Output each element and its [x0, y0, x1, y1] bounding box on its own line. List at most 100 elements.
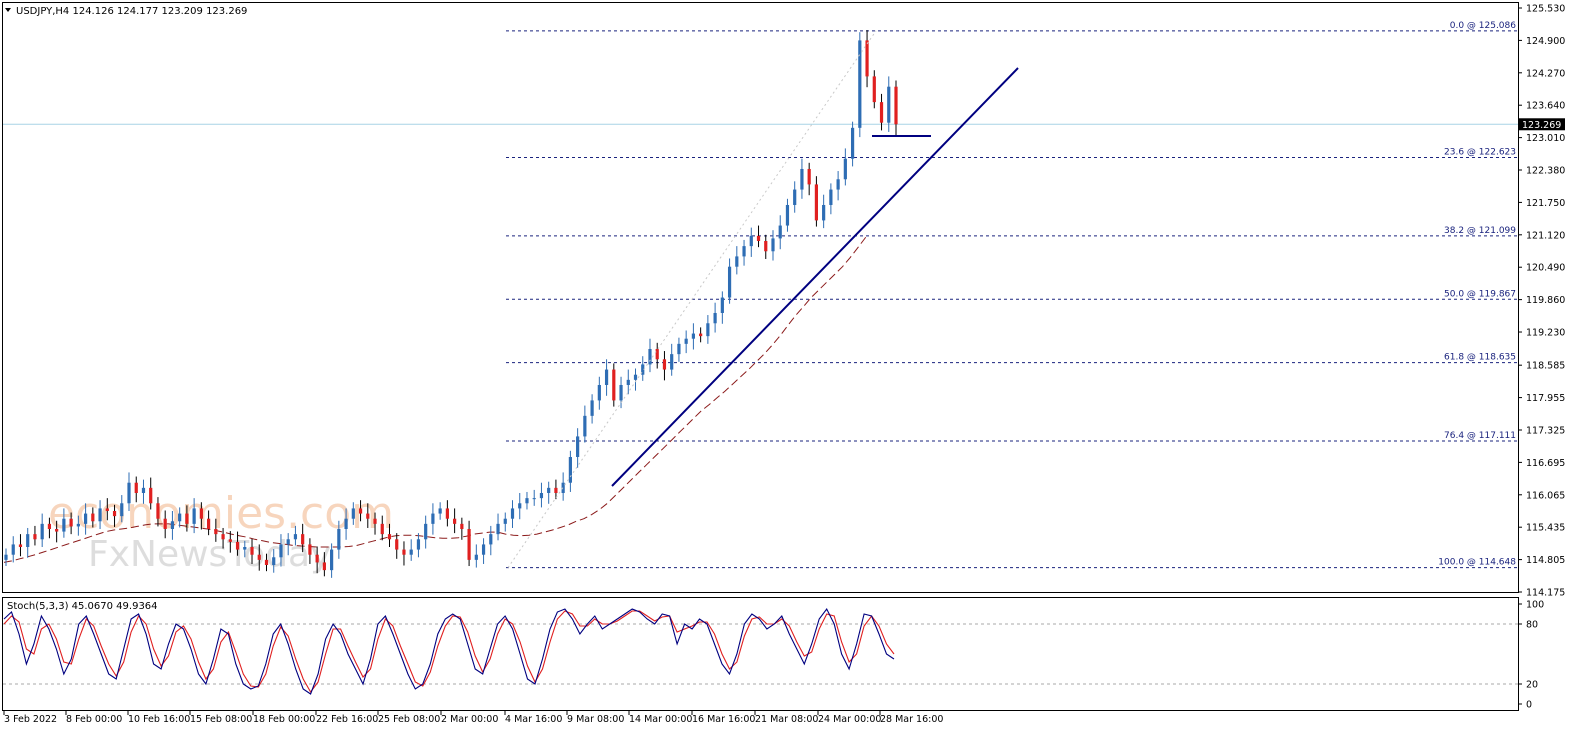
x-tick-label: 3 Feb 2022 — [4, 714, 57, 725]
candle-body — [163, 518, 167, 529]
candle-body — [677, 343, 681, 355]
x-tick-label: 21 Mar 08:00 — [755, 714, 818, 725]
stoch-tick-label: 0 — [1526, 700, 1532, 711]
fib-trendline[interactable] — [507, 30, 877, 568]
candle-body — [619, 384, 623, 401]
fib-level-label: 50.0 @ 119.867 — [1444, 289, 1516, 299]
candle-body — [764, 240, 768, 252]
candle-body — [315, 554, 319, 563]
candle-body — [185, 513, 189, 524]
candle-body — [134, 482, 138, 493]
y-tick-label: 122.380 — [1526, 166, 1565, 177]
candle-body — [424, 523, 428, 540]
candle-body — [706, 323, 710, 337]
y-tick-label: 125.530 — [1526, 4, 1565, 15]
candle-body — [228, 539, 232, 542]
candle-body — [322, 562, 326, 571]
candle-body — [358, 508, 363, 514]
candle-body — [510, 508, 515, 519]
candle-body — [496, 523, 500, 535]
candle-body — [235, 541, 240, 550]
moving-average-line — [3, 236, 867, 563]
stoch-signal-line — [3, 610, 895, 694]
y-tick-label: 117.955 — [1526, 393, 1565, 404]
candle-body — [655, 348, 659, 360]
candle-body — [11, 544, 15, 555]
candle-body — [69, 518, 73, 527]
candle-body — [373, 518, 377, 524]
candle-body — [18, 544, 23, 547]
candle-body — [178, 513, 182, 522]
candle-body — [532, 498, 536, 500]
candle-body — [83, 513, 88, 524]
candle-body — [250, 546, 254, 555]
candle-body — [112, 510, 117, 517]
stoch-tick-label: 100 — [1526, 600, 1544, 611]
candle-body — [503, 518, 507, 524]
candle-body — [554, 487, 558, 493]
candle-body — [214, 528, 218, 535]
candle-body — [431, 513, 435, 524]
candle-body — [26, 534, 30, 547]
candle-body — [199, 508, 203, 519]
candle-body — [474, 554, 478, 560]
candle-body — [807, 168, 811, 185]
candle-body — [351, 508, 355, 519]
candle-body — [735, 256, 739, 267]
candle-body — [4, 554, 8, 560]
y-tick-label: 116.065 — [1526, 490, 1565, 501]
fib-level-label: 100.0 @ 114.648 — [1438, 558, 1516, 568]
candle-body — [120, 503, 124, 517]
candle-body — [583, 415, 587, 437]
candle-body — [633, 374, 638, 380]
x-tick-label: 10 Feb 16:00 — [128, 714, 190, 725]
candle-body — [604, 369, 609, 385]
y-tick-label: 123.640 — [1526, 101, 1565, 112]
y-tick-label: 117.325 — [1526, 425, 1565, 436]
y-tick-label: 121.750 — [1526, 198, 1565, 209]
candle-body — [641, 364, 645, 375]
candle-body — [626, 379, 630, 385]
trend-line[interactable] — [611, 67, 1019, 487]
candle-body — [460, 523, 464, 529]
x-tick-label: 9 Mar 08:00 — [567, 714, 624, 725]
candle-body — [481, 544, 486, 555]
x-tick-label: 8 Feb 00:00 — [66, 714, 122, 725]
candle-body — [547, 487, 551, 493]
candle-body — [286, 539, 290, 545]
candle-body — [47, 523, 52, 529]
candle-body — [822, 204, 826, 221]
x-tick-label: 28 Mar 16:00 — [880, 714, 943, 725]
candle-body — [518, 503, 522, 509]
candle-body — [141, 487, 146, 493]
y-tick-label: 116.695 — [1526, 458, 1565, 469]
y-tick-label: 119.860 — [1526, 295, 1565, 306]
y-tick-label: 114.175 — [1526, 588, 1565, 599]
candle-body — [279, 544, 283, 558]
fib-level-label: 23.6 @ 122.623 — [1444, 148, 1516, 158]
candle-body — [778, 225, 782, 239]
candle-body — [850, 127, 855, 159]
candle-body — [894, 86, 898, 125]
candle-body — [467, 528, 471, 560]
candle-body — [785, 204, 790, 226]
candle-body — [438, 508, 442, 514]
collapse-triangle-icon[interactable] — [5, 8, 11, 12]
candle-body — [453, 518, 457, 524]
y-tick-label: 114.805 — [1526, 555, 1565, 566]
candle-body — [771, 238, 775, 252]
candle-body — [149, 487, 153, 504]
x-tick-label: 16 Mar 16:00 — [692, 714, 755, 725]
candle-body — [742, 246, 746, 257]
candle-body — [662, 359, 667, 370]
y-tick-label: 115.435 — [1526, 523, 1565, 534]
stoch-header: Stoch(5,3,3) 45.0670 49.9364 — [7, 601, 158, 612]
candle-body — [684, 338, 688, 344]
candle-body — [127, 482, 131, 504]
x-tick-label: 22 Feb 16:00 — [316, 714, 378, 725]
candle-body — [539, 492, 544, 499]
fib-level-label: 76.4 @ 117.111 — [1444, 431, 1516, 441]
x-tick-label: 24 Mar 00:00 — [818, 714, 881, 725]
y-tick-label: 124.900 — [1526, 36, 1565, 47]
